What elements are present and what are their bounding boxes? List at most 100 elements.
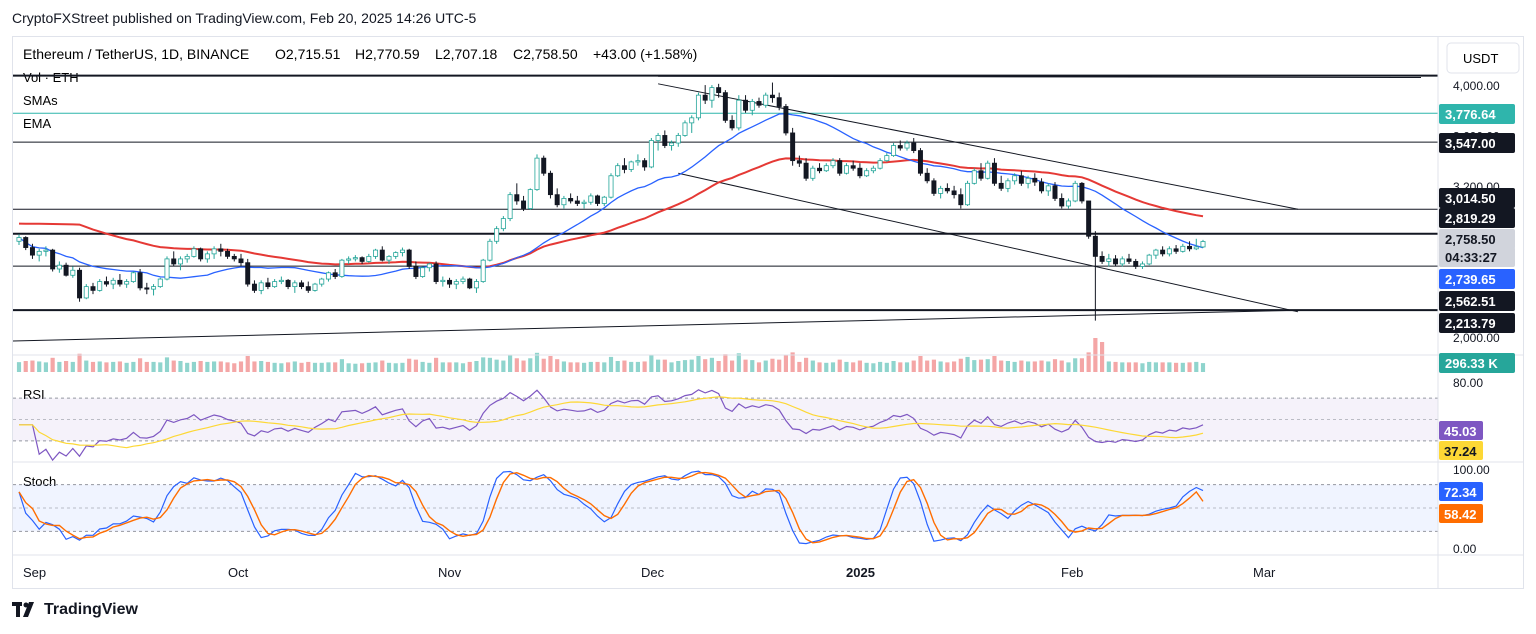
candle-body [857,167,863,177]
volume-bar [938,361,943,372]
volume-bar [460,363,466,372]
ohlc-close: C2,758.50 [513,46,578,62]
volume-bar [111,361,116,372]
candle-body [843,165,849,174]
candle-body [413,266,419,277]
candle [258,280,264,295]
volume-bar [763,360,768,372]
candle-body [1133,261,1139,267]
volume-bar [736,353,741,372]
volume-bar [1079,358,1084,372]
stoch-tag-label: 72.34 [1444,485,1477,500]
candle [938,185,944,199]
volume-bar [931,359,936,372]
candle [272,279,278,288]
candle-body [447,279,453,285]
time-tick-label: 2025 [846,565,875,580]
time-axis[interactable]: Sep Oct Nov Dec 2025 Feb Mar [23,565,1276,580]
candle-body [951,190,957,196]
volume-bar [50,357,55,372]
candle-body [1086,200,1092,237]
candle [736,95,742,131]
volume-bar [232,363,237,372]
candle [716,83,722,98]
volume-bar [1100,342,1105,372]
candle [36,248,42,262]
rsi-tag-bg [1439,421,1483,440]
candle [1099,251,1105,264]
currency-button[interactable]: USDT [1446,42,1520,74]
candle [70,266,76,278]
candle [319,277,325,287]
volume-bar [548,356,553,372]
volume-bar [185,362,190,372]
volume-bar [37,361,42,372]
candle-body [568,198,574,202]
candle [864,168,870,178]
candle-body [1039,181,1045,192]
candle [669,140,675,151]
volume-bar [703,359,708,372]
candle-body [823,165,829,172]
candle [595,194,601,206]
volume-bar [629,361,634,372]
candle [1092,231,1098,321]
price-tag: 2,562.51 [1439,291,1515,311]
candle [843,163,849,175]
price-tag-label: 2,758.50 [1445,232,1496,247]
candle [231,253,237,262]
price-tag: 2,758.50 [1439,229,1515,249]
price-tag-label: 2,819.29 [1445,211,1496,226]
candle [487,238,493,262]
volume-bar [481,357,486,372]
candle [1187,241,1193,252]
candle-body [864,170,870,177]
volume-bar [1032,361,1037,372]
rsi-tag-bg [1439,441,1483,460]
candle [500,216,506,232]
candle [743,95,749,113]
candle [581,199,587,209]
tradingview-logo-icon [12,602,34,617]
candle [991,158,997,186]
volume-bar [64,361,69,372]
candle [379,246,385,262]
candle-body [1180,245,1186,252]
volume-bar [144,361,149,372]
candle [366,253,372,263]
candle-body [420,267,426,277]
legend-row: Ethereum / TetherUS, 1D, BINANCE O2,715.… [23,46,697,131]
volume-bar [434,357,439,372]
volume-bar [292,361,297,372]
candle-body [299,282,305,288]
chart-frame: Ethereum / TetherUS, 1D, BINANCE O2,715.… [12,36,1524,589]
candle [1133,258,1139,269]
candle-body [373,249,379,257]
volume-bar [770,358,775,372]
candle-body [379,249,385,261]
chart-canvas[interactable]: Ethereum / TetherUS, 1D, BINANCE O2,715.… [13,37,1523,588]
candle [897,140,903,151]
volume-bar [353,363,358,372]
candle-body [36,250,42,256]
candle [137,268,143,291]
candle-body [103,281,109,285]
candle [1126,253,1132,264]
ohlc-low: L2,707.18 [435,46,498,62]
volume-bar [1106,361,1111,372]
candle-body [689,117,695,124]
price-tag-label: 2,562.51 [1445,294,1496,309]
tradingview-footer[interactable]: TradingView [12,601,138,619]
candle [393,251,399,259]
candle-body [669,142,675,146]
candle [406,248,412,269]
time-tick-label: Nov [438,565,462,580]
price-axis[interactable]: 4,000.003,600.003,200.002,000.003,776.64… [13,37,1523,588]
ohlc-open: O2,715.51 [275,46,341,62]
candle-body [77,269,83,299]
time-tick-label: Sep [23,565,46,580]
candle [1180,243,1186,253]
candle [77,267,83,302]
volume-bar [43,362,48,372]
candle [1059,193,1065,209]
